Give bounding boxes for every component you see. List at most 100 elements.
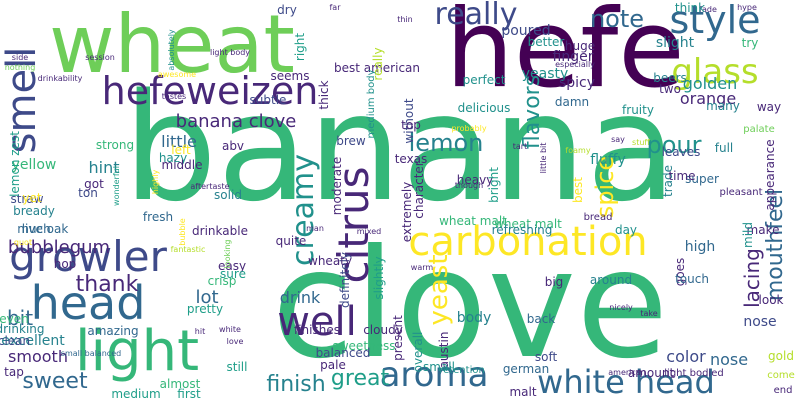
word: banana clove <box>175 111 297 132</box>
word: excellent <box>1 333 65 349</box>
word: yellow <box>11 157 57 173</box>
word: finish <box>266 372 326 397</box>
word: sure <box>220 267 246 281</box>
word: quot <box>13 238 33 247</box>
word: light <box>74 319 200 384</box>
word: make <box>746 223 780 237</box>
word: aftertaste <box>190 182 230 191</box>
word: bread <box>583 212 613 223</box>
word: perfect <box>462 73 506 87</box>
word: white head <box>537 363 715 400</box>
word: side <box>11 53 29 62</box>
word: head <box>30 276 146 330</box>
word: around <box>589 273 633 287</box>
word: first <box>177 387 201 400</box>
word: especially <box>555 60 595 69</box>
word: ton <box>78 186 98 200</box>
word: huge <box>564 39 596 53</box>
word: wonderful <box>112 166 121 206</box>
word: aroma <box>379 355 489 395</box>
word: gold <box>768 349 794 363</box>
word: really <box>434 0 518 32</box>
word: middle <box>161 158 203 172</box>
word: highly <box>151 169 160 195</box>
word: pretty <box>186 302 224 316</box>
word: clean <box>0 334 31 348</box>
word: cloudy <box>363 323 403 337</box>
word: wheat malt <box>439 214 507 228</box>
word: say <box>611 135 625 144</box>
word: little <box>161 132 197 151</box>
word: small balanced <box>60 349 122 358</box>
word: hit <box>194 327 206 336</box>
word: glass <box>671 52 759 92</box>
word: clove <box>271 218 669 392</box>
word: abv <box>221 139 245 153</box>
word: drink <box>279 288 321 307</box>
word: session <box>85 53 115 62</box>
word: palate <box>743 124 775 135</box>
word: far <box>329 3 341 12</box>
word: character <box>412 161 426 219</box>
word: pale <box>320 358 346 372</box>
word: fade <box>699 5 717 14</box>
word: beers <box>653 71 687 85</box>
word: leaves <box>661 145 701 159</box>
word: fantastic <box>170 245 206 254</box>
word: live oak <box>21 222 69 236</box>
word: tastes <box>161 92 187 101</box>
word: foamy <box>565 146 591 155</box>
word: fresh <box>142 210 174 224</box>
word: smooth <box>8 347 68 366</box>
word: american <box>608 368 646 377</box>
word: delicious <box>457 101 511 115</box>
word: german <box>502 362 550 376</box>
word: banana <box>123 62 677 234</box>
word: big <box>544 275 564 289</box>
word: retention <box>439 365 485 376</box>
word: lemon <box>408 129 484 157</box>
word: even <box>0 312 29 326</box>
word: solid <box>214 188 242 202</box>
word: come <box>767 370 795 381</box>
word: flavors <box>520 74 545 150</box>
word: man <box>306 224 324 233</box>
word: wheaty <box>308 254 352 268</box>
word: warm <box>410 263 434 272</box>
word: fruity <box>622 103 654 117</box>
word: white <box>219 325 241 334</box>
word: bubble <box>178 218 187 246</box>
word: thin <box>397 15 413 24</box>
word: bright <box>487 167 501 203</box>
word: straw <box>10 192 44 206</box>
word: easy <box>217 259 247 273</box>
word: light bodied <box>664 368 724 379</box>
word: touch <box>675 272 709 286</box>
word: spicy <box>558 75 596 91</box>
word: thank <box>75 272 139 297</box>
word: amazing <box>87 324 139 338</box>
word: many <box>706 99 740 113</box>
word: tart <box>512 142 528 151</box>
word: carbonation <box>408 219 648 265</box>
word: yet <box>22 191 42 205</box>
word: pleasant <box>719 187 763 198</box>
word: amount <box>627 366 675 380</box>
word: dry <box>277 3 297 17</box>
word: end <box>773 385 793 396</box>
word: nicely <box>609 303 633 312</box>
word: high <box>684 239 716 255</box>
word: slightly <box>372 256 386 300</box>
word: yeasty <box>521 66 569 82</box>
word: though <box>454 181 484 190</box>
word: probably <box>451 124 487 133</box>
word: mild <box>741 222 755 248</box>
word: soft <box>534 350 558 364</box>
word: growler <box>9 232 167 281</box>
word: body <box>456 310 492 326</box>
word: wheat <box>49 0 295 91</box>
word: seems <box>270 69 310 83</box>
word: orange <box>679 89 737 108</box>
word: better <box>527 35 565 49</box>
